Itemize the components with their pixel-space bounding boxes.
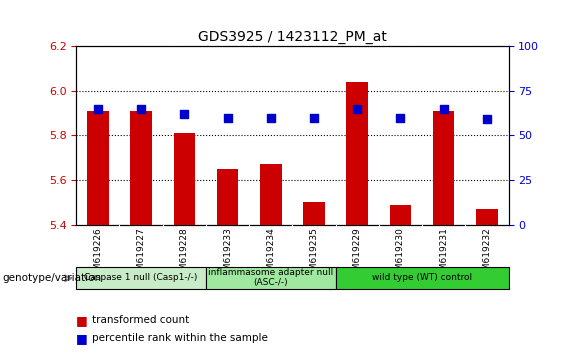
- Point: [180, 111, 189, 117]
- Point: [266, 115, 275, 120]
- Text: GSM619227: GSM619227: [137, 227, 146, 282]
- Text: GSM619233: GSM619233: [223, 227, 232, 282]
- Point: [353, 106, 362, 112]
- Point: [439, 106, 448, 112]
- Bar: [476, 209, 498, 225]
- Title: GDS3925 / 1423112_PM_at: GDS3925 / 1423112_PM_at: [198, 30, 387, 44]
- Bar: [217, 169, 238, 225]
- Text: GSM619226: GSM619226: [93, 227, 102, 282]
- Text: GSM619231: GSM619231: [439, 227, 448, 282]
- Bar: [173, 133, 195, 225]
- Bar: [336, 267, 508, 289]
- Point: [483, 116, 492, 122]
- Text: GSM619228: GSM619228: [180, 227, 189, 282]
- Bar: [303, 202, 325, 225]
- Text: GSM619230: GSM619230: [396, 227, 405, 282]
- Bar: [76, 267, 206, 289]
- Text: genotype/variation: genotype/variation: [3, 273, 102, 283]
- Bar: [346, 82, 368, 225]
- Text: wild type (WT) control: wild type (WT) control: [372, 273, 472, 282]
- Text: ■: ■: [76, 332, 88, 344]
- Bar: [433, 111, 454, 225]
- Point: [137, 106, 146, 112]
- Bar: [87, 111, 108, 225]
- Bar: [390, 205, 411, 225]
- Text: Caspase 1 null (Casp1-/-): Caspase 1 null (Casp1-/-): [84, 273, 198, 282]
- Text: ■: ■: [76, 314, 88, 327]
- Bar: [131, 111, 152, 225]
- Bar: [206, 267, 336, 289]
- Point: [223, 115, 232, 120]
- Text: inflammasome adapter null
(ASC-/-): inflammasome adapter null (ASC-/-): [208, 268, 333, 287]
- Text: GSM619235: GSM619235: [310, 227, 319, 282]
- Point: [396, 115, 405, 120]
- Text: GSM619229: GSM619229: [353, 227, 362, 282]
- Text: percentile rank within the sample: percentile rank within the sample: [92, 333, 268, 343]
- Bar: [260, 165, 281, 225]
- Point: [310, 115, 319, 120]
- Text: GSM619234: GSM619234: [266, 227, 275, 282]
- Text: GSM619232: GSM619232: [483, 227, 492, 282]
- Point: [93, 106, 102, 112]
- Text: transformed count: transformed count: [92, 315, 189, 325]
